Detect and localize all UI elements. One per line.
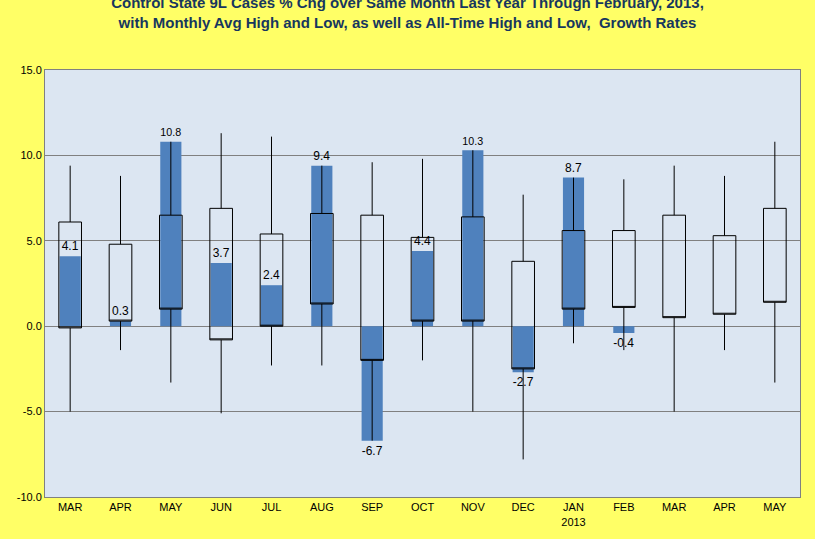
svg-text:4.4: 4.4 — [414, 234, 431, 248]
svg-text:Control State 9L Cases % Chg o: Control State 9L Cases % Chg over Same M… — [111, 0, 704, 31]
svg-text:OCT: OCT — [411, 501, 435, 513]
svg-text:10.0: 10.0 — [20, 149, 41, 161]
svg-text:-5.0: -5.0 — [23, 405, 42, 417]
svg-text:NOV: NOV — [461, 501, 486, 513]
svg-text:-2.7: -2.7 — [513, 375, 534, 389]
svg-text:2.4: 2.4 — [263, 268, 280, 282]
svg-text:MAR: MAR — [58, 501, 83, 513]
svg-text:JAN2013: JAN2013 — [561, 501, 585, 527]
svg-text:3.7: 3.7 — [213, 246, 230, 260]
svg-text:9.4: 9.4 — [313, 149, 330, 163]
svg-text:AUG: AUG — [310, 501, 334, 513]
svg-text:-0.4: -0.4 — [613, 336, 634, 350]
svg-text:DEC: DEC — [512, 501, 535, 513]
svg-text:SEP: SEP — [361, 501, 383, 513]
svg-text:-6.7: -6.7 — [362, 444, 383, 458]
svg-text:4.1: 4.1 — [62, 239, 79, 253]
svg-text:FEB: FEB — [613, 501, 634, 513]
svg-text:JUL: JUL — [262, 501, 282, 513]
svg-text:10.3: 10.3 — [462, 135, 483, 147]
svg-text:10.8: 10.8 — [160, 126, 181, 138]
svg-text:5.0: 5.0 — [27, 235, 42, 247]
svg-text:MAY: MAY — [159, 501, 183, 513]
svg-text:APR: APR — [109, 501, 132, 513]
svg-text:-10.0: -10.0 — [17, 491, 42, 503]
svg-text:0.0: 0.0 — [27, 320, 42, 332]
svg-text:0.3: 0.3 — [112, 304, 129, 318]
svg-text:JUN: JUN — [210, 501, 231, 513]
svg-text:MAY: MAY — [763, 501, 787, 513]
svg-text:MAR: MAR — [662, 501, 687, 513]
svg-text:15.0: 15.0 — [20, 64, 41, 76]
svg-text:8.7: 8.7 — [565, 161, 582, 175]
svg-text:APR: APR — [713, 501, 736, 513]
